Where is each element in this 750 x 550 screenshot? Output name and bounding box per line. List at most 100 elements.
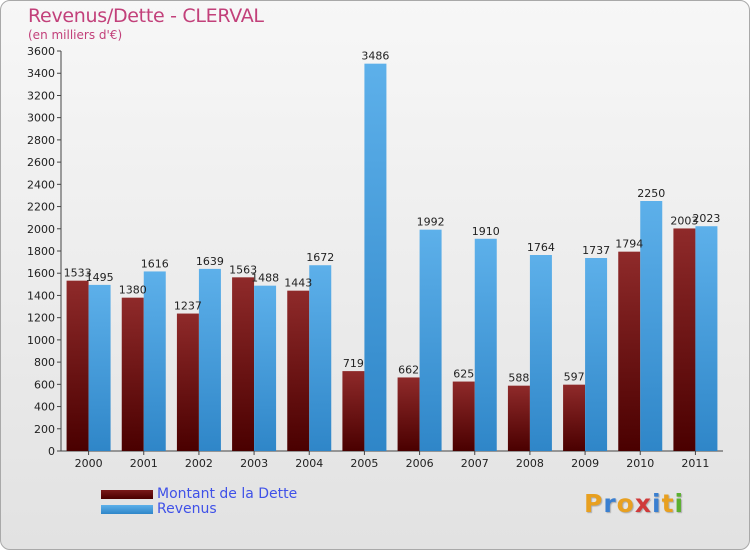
data-label-debt: 597: [564, 371, 585, 384]
bar-debt-2006: [397, 377, 420, 451]
chart-subtitle: (en milliers d'€): [28, 28, 123, 42]
data-label-revenue: 1616: [141, 257, 169, 270]
chart-legend: Montant de la Dette Revenus: [101, 487, 297, 517]
y-tick-label: 600: [34, 378, 55, 391]
data-label-revenue: 3486: [361, 50, 389, 63]
data-label-revenue: 1992: [417, 216, 445, 229]
y-tick-label: 2400: [27, 178, 55, 191]
y-tick-label: 800: [34, 356, 55, 369]
bar-revenue-2005: [364, 63, 387, 452]
bar-debt-2010: [618, 251, 641, 451]
logo-letter: x: [634, 489, 652, 518]
logo-letter: o: [616, 489, 635, 518]
y-tick-label: 3000: [27, 112, 55, 125]
bar-debt-2005: [342, 371, 365, 451]
x-tick-label: 2002: [185, 457, 213, 470]
x-tick-label: 2011: [681, 457, 709, 470]
bar-debt-2008: [507, 385, 530, 451]
data-label-debt: 1380: [119, 284, 147, 297]
chart-title: Revenus/Dette - CLERVAL: [28, 5, 264, 27]
x-tick-label: 2004: [295, 457, 323, 470]
bar-debt-2007: [452, 381, 475, 451]
proxiti-logo: Proxiti: [584, 489, 684, 518]
y-tick-label: 1200: [27, 312, 55, 325]
logo-letter: i: [652, 489, 662, 518]
data-label-debt: 719: [343, 357, 364, 370]
y-tick-label: 3200: [27, 89, 55, 102]
bar-revenue-2006: [419, 229, 442, 451]
logo-letter: i: [674, 489, 685, 518]
y-tick-label: 0: [48, 445, 55, 458]
bar-debt-2011: [673, 228, 696, 451]
legend-item-debt: Montant de la Dette: [101, 487, 297, 502]
data-label-revenue: 1672: [306, 251, 334, 264]
legend-swatch-debt: [101, 490, 153, 499]
x-tick-label: 2005: [350, 457, 378, 470]
data-label-debt: 1563: [229, 263, 257, 276]
y-tick-label: 400: [34, 401, 55, 414]
x-tick-label: 2006: [406, 457, 434, 470]
bar-revenue-2004: [309, 265, 332, 451]
x-tick-label: 2000: [75, 457, 103, 470]
bar-revenue-2002: [198, 268, 221, 451]
y-tick-label: 2200: [27, 201, 55, 214]
bar-debt-2003: [232, 277, 255, 451]
chart-axes: 0 200 400 600 800 1000 1200 1400 1600 1800 2000 220…: [27, 45, 723, 470]
bar-revenue-2000: [88, 284, 111, 451]
y-tick-label: 1000: [27, 334, 55, 347]
x-tick-label: 2008: [516, 457, 544, 470]
y-tick-label: 2800: [27, 134, 55, 147]
bar-debt-2002: [176, 313, 199, 451]
y-tick-label: 1600: [27, 267, 55, 280]
bar-revenue-2007: [474, 238, 497, 451]
bar-revenue-2003: [254, 285, 277, 451]
y-tick-label: 3600: [27, 45, 55, 58]
x-tick-label: 2001: [130, 457, 158, 470]
data-label-revenue: 2250: [637, 187, 665, 200]
data-label-debt: 1794: [615, 238, 643, 251]
data-label-debt: 1533: [64, 267, 92, 280]
data-label-debt: 1443: [284, 277, 312, 290]
data-label-revenue: 1495: [86, 271, 114, 284]
bar-debt-2004: [287, 290, 310, 451]
data-label-debt: 588: [508, 372, 529, 385]
data-label-revenue: 1737: [582, 244, 610, 257]
y-tick-label: 2000: [27, 223, 55, 236]
logo-letter: P: [584, 489, 604, 518]
x-tick-label: 2003: [240, 457, 268, 470]
bar-debt-2009: [563, 384, 586, 451]
y-tick-label: 200: [34, 423, 55, 436]
x-tick-label: 2009: [571, 457, 599, 470]
bar-debt-2001: [121, 297, 144, 451]
bar-revenue-2009: [585, 258, 608, 451]
x-tick-label: 2007: [461, 457, 489, 470]
y-tick-label: 2600: [27, 156, 55, 169]
bar-revenue-2008: [529, 255, 552, 451]
data-label-revenue: 1764: [527, 241, 555, 254]
bar-revenue-2010: [640, 201, 663, 451]
legend-swatch-revenue: [101, 505, 153, 514]
data-label-debt: 662: [398, 363, 419, 376]
logo-letter: r: [603, 489, 617, 518]
chart-bars: [66, 63, 718, 452]
data-label-revenue: 1488: [251, 272, 279, 285]
data-label-debt: 625: [453, 368, 474, 381]
logo-letter: t: [661, 489, 675, 518]
bar-revenue-2001: [143, 271, 166, 451]
legend-item-revenue: Revenus: [101, 502, 297, 517]
legend-label-debt: Montant de la Dette: [157, 486, 298, 502]
data-label-revenue: 2023: [692, 212, 720, 225]
data-label-debt: 1237: [174, 300, 202, 313]
bar-debt-2000: [66, 280, 89, 451]
y-tick-label: 3400: [27, 67, 55, 80]
legend-label-revenue: Revenus: [157, 501, 217, 517]
y-tick-label: 1400: [27, 289, 55, 302]
bar-revenue-2011: [695, 226, 718, 451]
y-tick-label: 1800: [27, 245, 55, 258]
data-label-revenue: 1639: [196, 255, 224, 268]
x-tick-label: 2010: [626, 457, 654, 470]
data-label-debt: 2003: [670, 214, 698, 227]
